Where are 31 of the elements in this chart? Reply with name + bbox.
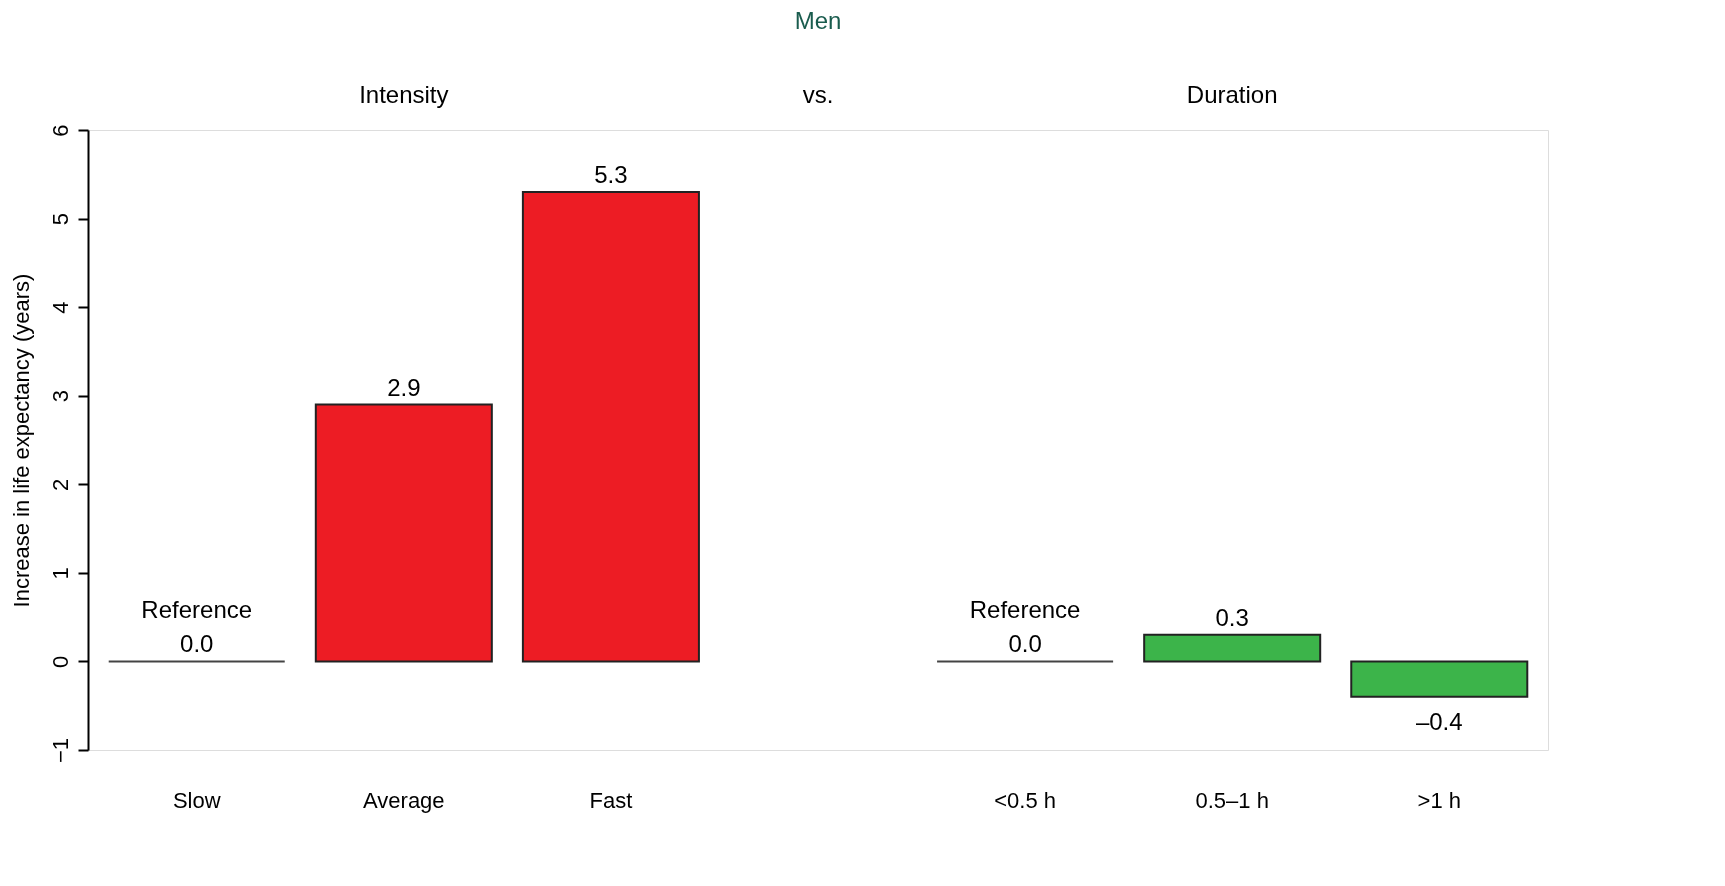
y-tick-label: 3 (47, 390, 73, 403)
y-tick-label: 5 (47, 212, 73, 226)
bar (1143, 633, 1322, 663)
data-label: 5.3 (594, 161, 628, 188)
data-label: –0.4 (1415, 707, 1463, 735)
y-tick-label: 4 (47, 301, 73, 314)
x-tick-label: 0.5–1 h (1195, 787, 1269, 813)
bar (521, 191, 700, 663)
y-tick-label: 2 (47, 478, 73, 491)
x-tick-label: Fast (589, 787, 633, 813)
text: vs. (802, 81, 834, 108)
annotation: Reference (141, 596, 253, 624)
bar (1350, 660, 1529, 698)
x-tick-label: Average (363, 787, 445, 813)
text: Duration (1186, 81, 1278, 108)
y-tick-label: 0 (47, 655, 73, 669)
x-tick-label: <0.5 h (994, 787, 1056, 813)
y-axis-title: Increase in life expectancy (years) (8, 273, 34, 608)
x-tick-label: >1 h (1417, 787, 1461, 813)
chart-title: Men (794, 7, 842, 34)
x-tick-label: Slow (172, 787, 221, 813)
data-label: 0.3 (1215, 603, 1249, 631)
data-label: 2.9 (387, 373, 421, 401)
bar (314, 403, 493, 663)
data-label: 0.0 (1008, 630, 1042, 658)
text: Intensity (359, 81, 449, 108)
y-tick-label: 1 (47, 567, 73, 580)
annotation: Reference (969, 596, 1081, 624)
data-label: 0.0 (180, 630, 214, 658)
y-tick-label: −1 (47, 737, 73, 764)
y-tick-label: 6 (47, 124, 73, 137)
